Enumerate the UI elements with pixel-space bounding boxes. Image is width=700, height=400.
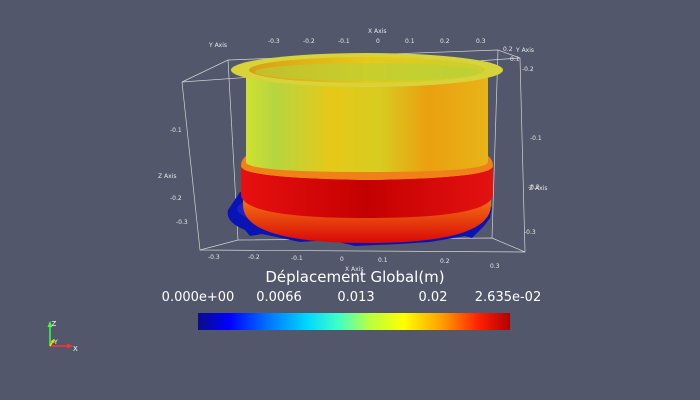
right-z-tick: -0.3 [524,229,536,236]
top-x-tick: 0.3 [476,38,486,45]
top-y-axis-title: Y Axis [208,42,227,49]
left-z-tick: -0.1 [170,127,182,134]
right-y-tick: 0.1 [510,56,520,63]
orientation-z-label: Z [52,320,57,328]
legend-label-max: 2.635e-02 [474,290,542,305]
top-x-axis-title: X Axis [368,28,386,35]
color-legend-bar [198,313,510,330]
legend-label: 0.02 [418,290,448,305]
right-y-tick: 0.2 [503,46,513,53]
bottom-x-tick: -0.1 [291,255,303,262]
right-z-tick: -0.1 [530,135,542,142]
legend-label: 0.0066 [256,290,302,305]
bottom-x-tick: 0.1 [378,257,388,264]
legend-title: Déplacement Global(m) [265,268,445,286]
legend-label: 0.013 [337,290,375,305]
right-y-tick: -0.2 [522,66,534,73]
top-x-tick: -0.2 [303,38,315,45]
right-z-tick: -0.2 [528,184,540,191]
top-x-tick: 0.1 [405,38,415,45]
right-z-axis-title: Z Axis [529,185,547,192]
bottom-x-tick: 0 [340,256,344,263]
top-x-tick: -0.1 [338,38,350,45]
left-z-tick: -0.2 [170,195,182,202]
orientation-x-label: X [73,345,78,353]
bottom-x-tick: 0.2 [440,258,450,265]
cylinder-mesh [227,53,503,246]
legend-labels: 0.000e+00 0.0066 0.013 0.02 2.635e-02 [160,290,542,306]
bottom-x-tick: 0.3 [490,263,500,270]
left-z-axis-title: Z Axis [158,173,176,180]
bottom-x-axis-title: X Axis [345,266,363,273]
top-x-tick: 0 [376,38,380,45]
red-band [241,166,493,218]
top-x-tick: 0.2 [440,38,450,45]
bottom-x-tick: -0.3 [208,254,220,261]
top-x-tick: -0.3 [268,38,280,45]
orientation-y-label: Y [53,339,58,346]
legend-label-min: 0.000e+00 [161,290,235,305]
right-y-axis-title: Y Axis [515,47,534,54]
left-z-tick: -0.3 [176,219,188,226]
orientation-axes-widget: Z Y X [47,320,78,353]
bottom-x-tick: -0.2 [248,254,260,261]
upper-body [246,78,488,172]
